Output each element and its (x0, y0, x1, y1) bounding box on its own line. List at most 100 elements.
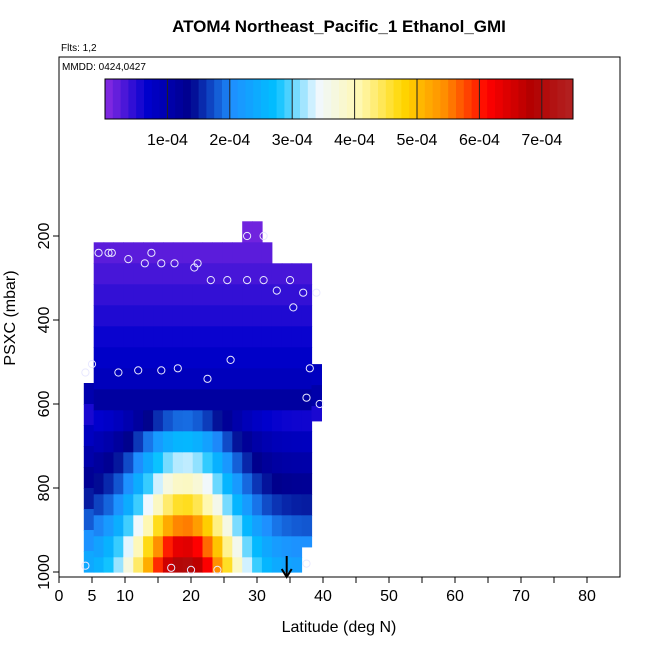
colorbar-segment (534, 79, 543, 119)
y-tick-label: 400 (36, 307, 53, 334)
heatmap-cell (212, 410, 223, 432)
heatmap-cell (212, 284, 223, 306)
heatmap-cell (93, 389, 105, 411)
heatmap-cell (291, 347, 303, 369)
heatmap-cell (232, 368, 243, 390)
heatmap-cell (192, 557, 204, 573)
observation-point (124, 255, 133, 264)
heatmap-cell (103, 326, 114, 348)
colorbar-tick-label: 4e-04 (334, 132, 375, 149)
heatmap-cell (83, 509, 95, 531)
heatmap-cell (202, 515, 213, 537)
colorbar-segment (190, 79, 200, 119)
heatmap-cell (103, 368, 114, 390)
heatmap-cell (143, 557, 154, 573)
heatmap-cell (123, 410, 134, 432)
heatmap-cell (172, 326, 184, 348)
colorbar-segment (214, 79, 223, 119)
heatmap-cell (103, 431, 114, 453)
colorbar-segment (393, 79, 402, 119)
heatmap-cell (83, 383, 95, 405)
heatmap-cell (143, 515, 154, 537)
heatmap-cell (242, 431, 253, 453)
colorbar-segment (417, 79, 426, 119)
heatmap-cell (93, 242, 105, 264)
observation-point (87, 360, 97, 369)
heatmap-cell (202, 284, 213, 306)
heatmap-cell (143, 410, 154, 432)
heatmap-cell (212, 431, 223, 453)
heatmap-cell (261, 452, 273, 474)
heatmap-cell (212, 326, 223, 348)
heatmap-cell (301, 284, 313, 306)
heatmap-cell (123, 242, 134, 264)
heatmap-cell (242, 305, 253, 327)
colorbar-segment (495, 79, 504, 119)
heatmap-cell (172, 410, 184, 432)
observation-point (302, 559, 311, 568)
heatmap-cell (83, 404, 95, 426)
colorbar-segment (284, 79, 293, 119)
heatmap-cell (182, 368, 194, 390)
colorbar-segment (463, 79, 473, 119)
heatmap-cell (103, 536, 114, 558)
heatmap-cell (222, 326, 233, 348)
observation-point (193, 259, 202, 268)
heatmap-cell (222, 452, 233, 474)
heatmap-cell (103, 515, 114, 537)
heatmap-cell (113, 515, 124, 537)
x-tick-label: 10 (116, 588, 134, 605)
heatmap-cell (291, 305, 303, 327)
heatmap-cell (83, 467, 95, 489)
colorbar-segment (378, 79, 387, 119)
colorbar-segment (175, 79, 184, 119)
heatmap-cell (192, 515, 204, 537)
observation-point (223, 276, 232, 285)
observation-point (285, 276, 295, 285)
observation-point (259, 231, 268, 241)
x-tick-label: 70 (512, 588, 530, 605)
heatmap-cell (222, 515, 233, 537)
heatmap-cell (271, 263, 283, 285)
heatmap-cell (242, 389, 253, 411)
observation-point (157, 366, 166, 375)
plot-frame (58, 56, 621, 578)
heatmap-cell (182, 410, 194, 432)
heatmap-cell (281, 452, 293, 474)
heatmap-cell (143, 347, 154, 369)
heatmap-cell (202, 557, 213, 573)
heatmap (83, 221, 322, 573)
heatmap-cell (301, 368, 313, 390)
heatmap-cell (153, 305, 164, 327)
heatmap-cell (162, 452, 174, 474)
heatmap-cell (261, 410, 273, 432)
heatmap-cell (311, 385, 322, 407)
heatmap-cell (172, 389, 184, 411)
heatmap-cell (212, 263, 223, 285)
observation-point (243, 276, 252, 285)
flights-note: Flts: 1,2 (61, 43, 97, 54)
heatmap-cell (192, 473, 204, 495)
heatmap-cell (242, 326, 253, 348)
heatmap-cell (192, 389, 204, 411)
heatmap-cell (202, 389, 213, 411)
heatmap-cell (103, 347, 114, 369)
colorbar-segment (307, 79, 317, 119)
heatmap-cell (133, 536, 144, 558)
colorbar-segment (518, 79, 527, 119)
heatmap-cell (182, 452, 194, 474)
heatmap-cell (143, 368, 154, 390)
heatmap-cell (232, 305, 243, 327)
heatmap-cell (133, 515, 144, 537)
heatmap-cell (113, 284, 124, 306)
heatmap-cell (172, 347, 184, 369)
colorbar-segment (229, 79, 239, 119)
heatmap-cell (222, 263, 233, 285)
heatmap-cell (232, 557, 243, 573)
heatmap-cell (301, 431, 313, 453)
heatmap-cell (242, 368, 253, 390)
heatmap-cell (212, 452, 223, 474)
heatmap-cell (261, 515, 273, 537)
heatmap-cell (133, 326, 144, 348)
heatmap-cell (143, 284, 154, 306)
